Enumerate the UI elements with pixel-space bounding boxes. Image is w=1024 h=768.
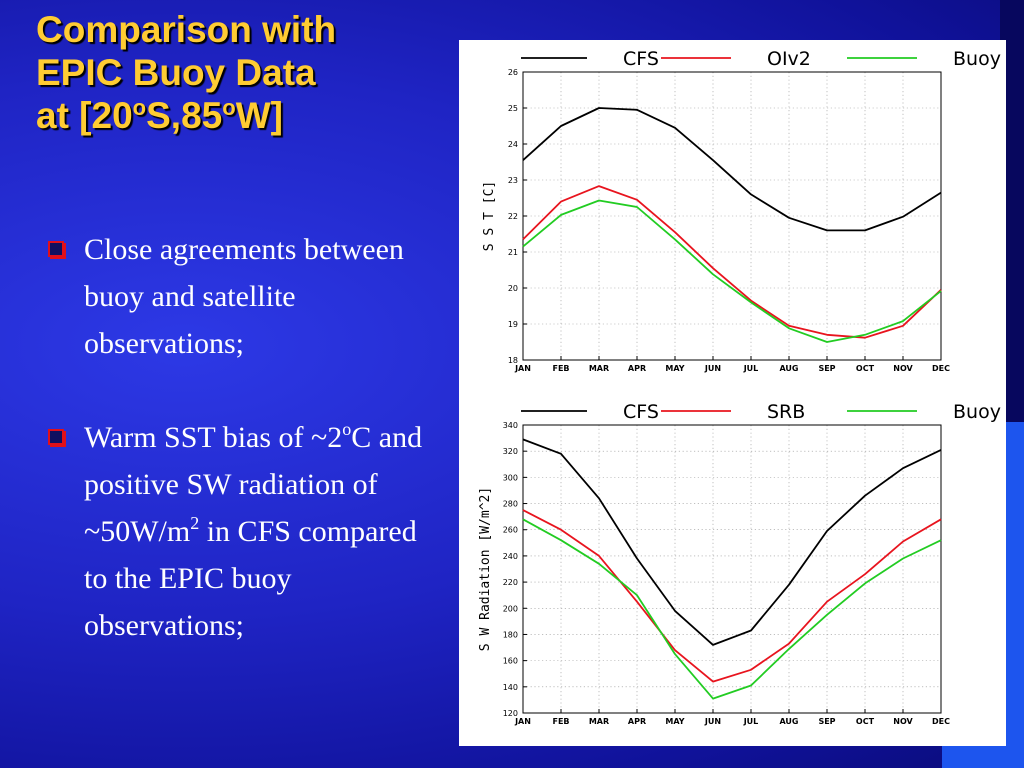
bullet-text-part: Warm SST bias of ~2 bbox=[84, 421, 343, 454]
y-tick-label: 22 bbox=[508, 212, 518, 221]
bullet-text-part: in CFS compared to the EPIC buoy observa… bbox=[84, 515, 417, 642]
y-tick-label: 20 bbox=[508, 284, 518, 293]
bullet-text-part: C and positive SW radiation of ~50W/m bbox=[84, 421, 423, 548]
bullet-text: Warm SST bias of ~2oC and positive SW ra… bbox=[84, 419, 423, 642]
x-tick-label: DEC bbox=[932, 717, 950, 726]
title-line-3: at [20oS,85oW] bbox=[36, 94, 336, 137]
legend-label: Buoy bbox=[953, 48, 1001, 70]
x-tick-label: APR bbox=[628, 717, 646, 726]
x-tick-label: MAR bbox=[589, 364, 609, 373]
series-line-srb bbox=[522, 509, 942, 683]
chart-panel: 18 19 20 21 22 23 24 25 26 JAN FEB MAR APR MAY JUN JUL A… bbox=[459, 40, 1006, 746]
x-tick-label: JUN bbox=[704, 364, 721, 373]
y-tick-label: 200 bbox=[503, 604, 518, 613]
x-tick-label: JAN bbox=[514, 717, 531, 726]
y-tick-label: 260 bbox=[503, 526, 518, 535]
x-tick-label: MAR bbox=[589, 717, 609, 726]
series-line-cfs bbox=[522, 107, 942, 232]
y-tick-label: 240 bbox=[503, 552, 518, 561]
x-tick-label: NOV bbox=[893, 364, 913, 373]
y-tick-label: 220 bbox=[503, 578, 518, 587]
x-tick-label: NOV bbox=[893, 717, 913, 726]
x-tick-label: FEB bbox=[552, 717, 569, 726]
x-tick-label: AUG bbox=[779, 717, 798, 726]
title-line-3-part: at [20 bbox=[36, 95, 133, 136]
y-tick-label: 340 bbox=[503, 421, 518, 430]
x-tick-label: JUN bbox=[704, 717, 721, 726]
title-line-3-part: S,85 bbox=[146, 95, 223, 136]
x-tick-label: JUL bbox=[743, 364, 759, 373]
title-line-1: Comparison with bbox=[36, 9, 337, 50]
y-tick-label: 120 bbox=[503, 709, 518, 718]
title-line-2: EPIC Buoy Data bbox=[36, 52, 316, 93]
y-tick-label: 140 bbox=[503, 683, 518, 692]
y-tick-label: 21 bbox=[508, 248, 518, 257]
y-tick-label: 300 bbox=[503, 473, 518, 482]
y-tick-label: 180 bbox=[503, 630, 518, 639]
y-axis-title: S W Radiation [W/m^2] bbox=[478, 487, 493, 651]
series-line-cfs bbox=[522, 438, 942, 646]
legend-label: CFS bbox=[623, 48, 659, 70]
degree-superscript: o bbox=[342, 419, 352, 439]
y-tick-label: 160 bbox=[503, 657, 518, 666]
series-line-oiv2 bbox=[522, 185, 942, 339]
y-tick-label: 24 bbox=[508, 140, 518, 149]
y-tick-label: 25 bbox=[508, 104, 518, 113]
y-tick-label: 19 bbox=[508, 320, 518, 329]
slide-title: Comparison with EPIC Buoy Data at [20oS,… bbox=[36, 8, 336, 137]
x-tick-label: FEB bbox=[552, 364, 569, 373]
charts-svg: 18 19 20 21 22 23 24 25 26 JAN FEB MAR APR MAY JUN JUL A… bbox=[478, 48, 1001, 726]
x-tick-label: MAY bbox=[665, 364, 684, 373]
degree-superscript: o bbox=[132, 95, 147, 120]
x-tick-label: DEC bbox=[932, 364, 950, 373]
y-tick-label: 23 bbox=[508, 176, 518, 185]
y-axis-title: S S T [C] bbox=[482, 181, 497, 251]
series-line-buoy bbox=[522, 199, 942, 343]
legend-label: Buoy bbox=[953, 401, 1001, 423]
x-tick-label: JAN bbox=[514, 364, 531, 373]
degree-superscript: o bbox=[222, 95, 236, 120]
y-tick-label: 26 bbox=[508, 68, 518, 77]
title-line-3-part: W] bbox=[235, 95, 283, 136]
square-bullet-icon bbox=[48, 241, 64, 257]
x-tick-label: MAY bbox=[665, 717, 684, 726]
plot-frame bbox=[522, 424, 942, 714]
x-tick-label: OCT bbox=[856, 717, 875, 726]
legend-label: OIv2 bbox=[767, 48, 811, 70]
bullet-item: Close agreements between buoy and satell… bbox=[46, 226, 446, 367]
squared-superscript: 2 bbox=[190, 513, 200, 533]
x-tick-label: OCT bbox=[856, 364, 875, 373]
x-tick-label: JUL bbox=[743, 717, 759, 726]
legend-label: SRB bbox=[767, 401, 805, 423]
legend-label: CFS bbox=[623, 401, 659, 423]
x-tick-label: APR bbox=[628, 364, 646, 373]
x-tick-label: AUG bbox=[779, 364, 798, 373]
y-tick-label: 18 bbox=[508, 356, 518, 365]
x-tick-label: SEP bbox=[818, 717, 835, 726]
series-line-buoy bbox=[522, 518, 942, 700]
bullet-item: Warm SST bias of ~2oC and positive SW ra… bbox=[46, 414, 446, 649]
bullet-list: Close agreements between buoy and satell… bbox=[46, 226, 446, 649]
y-tick-label: 320 bbox=[503, 447, 518, 456]
square-bullet-icon bbox=[48, 429, 64, 445]
y-tick-label: 280 bbox=[503, 500, 518, 509]
bullet-text: Close agreements between buoy and satell… bbox=[84, 233, 404, 360]
x-tick-label: SEP bbox=[818, 364, 835, 373]
